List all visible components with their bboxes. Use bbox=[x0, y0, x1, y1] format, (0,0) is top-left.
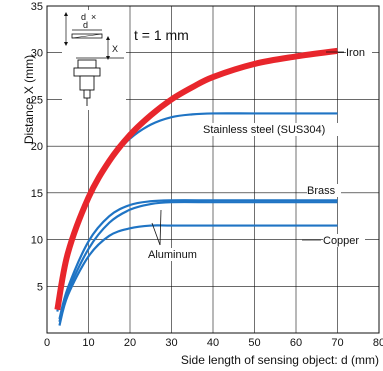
sensor-diagram: d × d X bbox=[62, 10, 126, 110]
series-line-copper bbox=[58, 224, 338, 326]
aluminum-leader-1 bbox=[151, 222, 161, 246]
brass-label: Brass bbox=[307, 185, 336, 197]
sensor-tail bbox=[83, 89, 91, 99]
x-tick-label: 20 bbox=[124, 337, 136, 349]
inset-cross-label: × bbox=[91, 12, 96, 22]
iron-label: Iron bbox=[346, 47, 365, 59]
x-axis-title: Side length of sensing object: d (mm) bbox=[181, 353, 379, 367]
copper-label-bg bbox=[323, 234, 365, 247]
aluminum-leader-2 bbox=[159, 209, 162, 246]
thickness-annotation: t = 1 mm bbox=[134, 27, 189, 43]
series-line-brass bbox=[58, 199, 338, 320]
series-line-iron bbox=[54, 47, 338, 311]
inset-d-label: d bbox=[83, 20, 88, 30]
series-labels: Iron Stainless steel (SUS304) Brass Copper A… bbox=[148, 46, 372, 261]
x-tick-label: 70 bbox=[331, 337, 343, 349]
x-tick-label: 40 bbox=[207, 337, 219, 349]
aluminum-label: Aluminum bbox=[148, 249, 197, 261]
stainless-label-bg bbox=[203, 123, 363, 136]
sensor-body bbox=[79, 75, 95, 91]
copper-label: Copper bbox=[323, 235, 359, 247]
plate-hatch bbox=[71, 33, 103, 39]
y-axis-title: Distance X (mm) bbox=[22, 55, 36, 144]
d-arrow-down bbox=[64, 42, 68, 46]
y-tick-label: 20 bbox=[31, 141, 43, 153]
x-arrow-up bbox=[106, 36, 110, 40]
x-tick-label: 80 bbox=[373, 337, 383, 349]
x-tick-label: 0 bbox=[44, 337, 50, 349]
iron-label-bg bbox=[346, 46, 372, 59]
series-layer bbox=[54, 47, 338, 326]
inset-d-top-label: d bbox=[81, 12, 86, 22]
sensor-head bbox=[77, 59, 97, 69]
tick-labels: 0 10 20 30 40 50 60 70 80 5 10 15 20 25 30 35 bbox=[31, 1, 383, 349]
x-tick-label: 60 bbox=[290, 337, 302, 349]
series-line-aluminum bbox=[58, 200, 338, 323]
stainless-label: Stainless steel (SUS304) bbox=[203, 124, 325, 136]
y-tick-label: 15 bbox=[31, 188, 43, 200]
y-tick-label: 35 bbox=[31, 1, 43, 13]
aluminum-label-bg bbox=[148, 248, 206, 261]
inset-x-label: X bbox=[112, 44, 118, 54]
sensor-nut bbox=[73, 67, 101, 77]
x-tick-label: 30 bbox=[165, 337, 177, 349]
y-tick-label: 10 bbox=[31, 235, 43, 247]
series-line-stainless-steel-sus304 bbox=[56, 112, 338, 312]
d-arrow-up bbox=[64, 12, 68, 16]
x-tick-label: 50 bbox=[248, 337, 260, 349]
x-tick-label: 10 bbox=[82, 337, 94, 349]
y-tick-label: 5 bbox=[37, 281, 43, 293]
plot-frame bbox=[46, 5, 380, 334]
y-tick-label: 25 bbox=[31, 94, 43, 106]
y-tick-label: 30 bbox=[31, 48, 43, 60]
brass-label-bg bbox=[307, 184, 341, 197]
